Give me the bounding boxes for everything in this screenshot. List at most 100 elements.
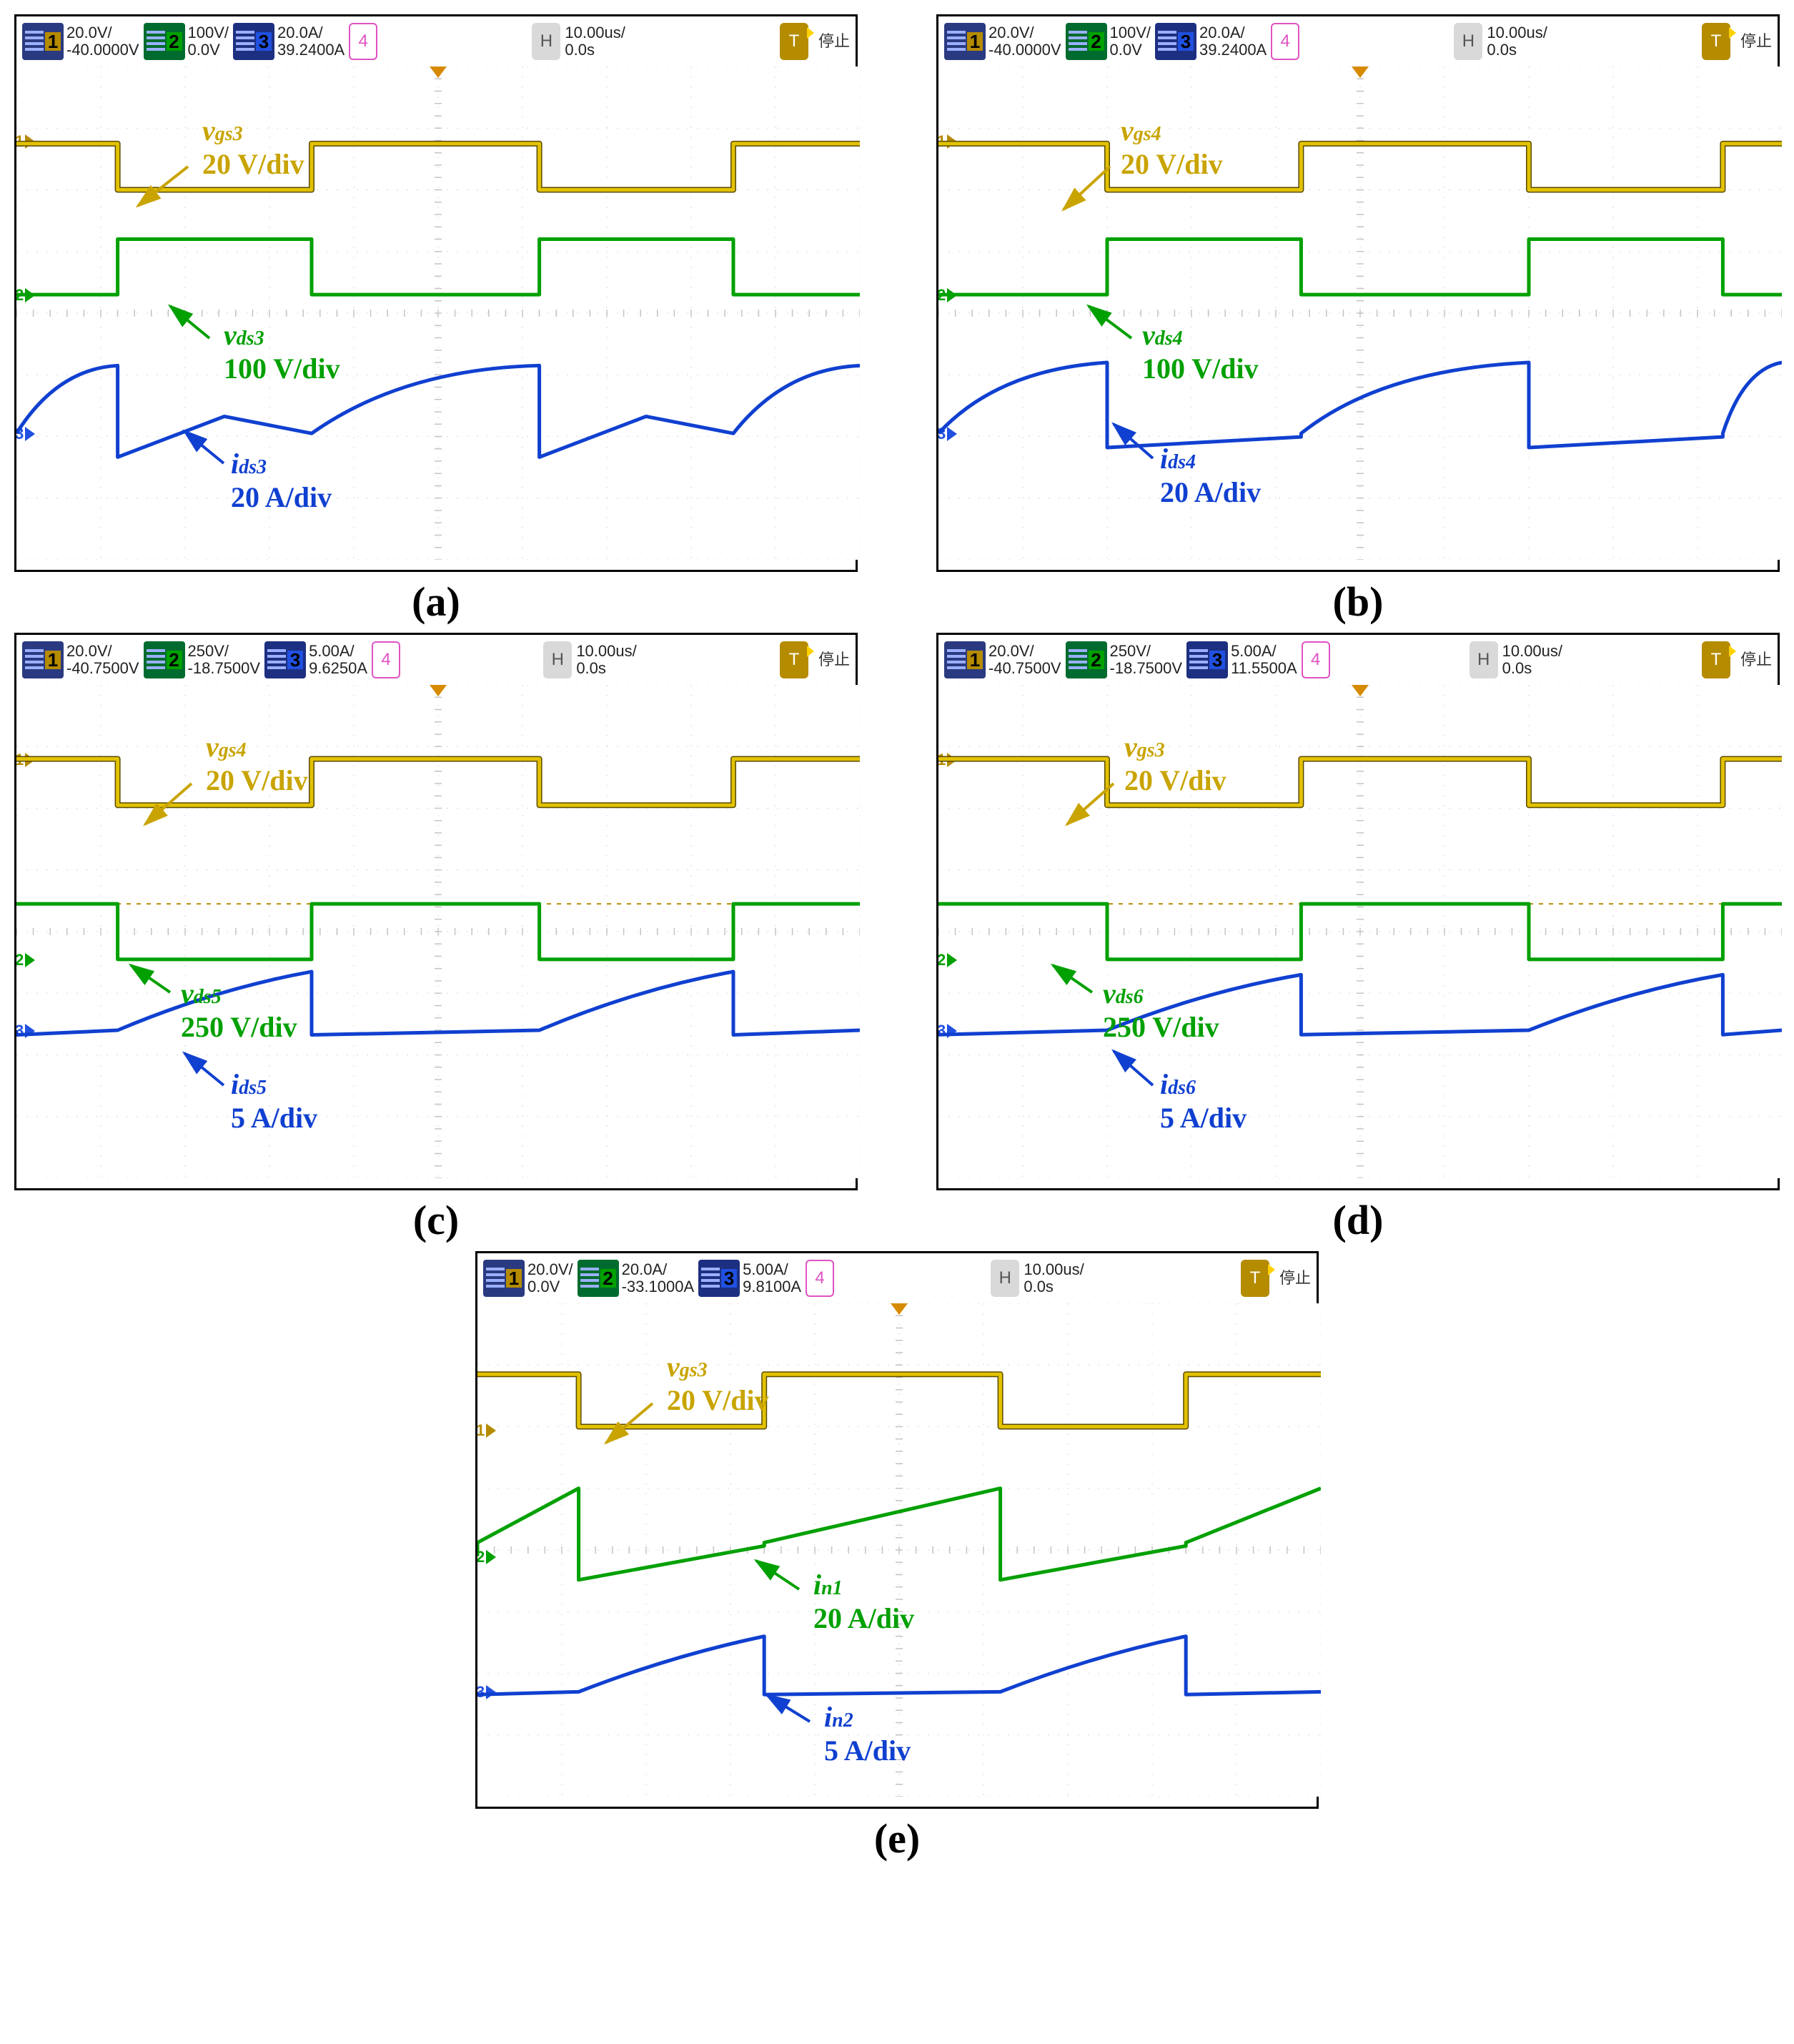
- ch2-vals: 100V/0.0V: [188, 24, 229, 59]
- ch2-box: 2: [1066, 641, 1107, 678]
- timebase-vals: 10.00us/0.0s: [1024, 1261, 1084, 1295]
- run-state: 停止: [818, 652, 850, 668]
- timebase-icon: H: [532, 23, 560, 60]
- run-state: 停止: [1740, 652, 1772, 668]
- ch1-top: 20.0V/: [988, 24, 1061, 41]
- ch2-top: 250V/: [188, 643, 261, 660]
- ch4-box: 4: [1271, 23, 1299, 60]
- ch1-bot: -40.0000V: [988, 41, 1061, 59]
- ch2-box: 2: [1066, 23, 1107, 60]
- ch3-bot: 39.2400A: [277, 41, 345, 59]
- ch2-bot: 0.0V: [188, 41, 229, 59]
- scope-plot: 123vgs320 V/div vds6250 V/div ids65 A/di…: [938, 685, 1782, 1178]
- panel-e: 120.0V/0.0V 220.0A/-33.1000A35.00A/9.8100…: [475, 1251, 1319, 1862]
- timebase-vals: 10.00us/0.0s: [1487, 24, 1547, 59]
- caption-b: (b): [1333, 578, 1384, 626]
- ch3-box: 3: [698, 1260, 740, 1297]
- caption-d: (d): [1333, 1196, 1384, 1244]
- ch3-box: 3: [1186, 641, 1228, 678]
- ch3-vals: 5.00A/11.5500A: [1231, 643, 1297, 677]
- scope-infobar: 120.0V/-40.0000V2100V/0.0V320.0A/39.2400…: [938, 16, 1778, 66]
- ch4-box: 4: [1302, 641, 1330, 678]
- ch2-bot: -18.7500V: [1110, 660, 1183, 677]
- trigger-icon: T: [780, 23, 808, 60]
- ch2-vals: 250V/-18.7500V: [188, 643, 261, 677]
- timebase-icon: H: [1454, 23, 1482, 60]
- ch1-vals: 20.0V/-40.7500V: [988, 643, 1061, 677]
- ch1-box: 1: [944, 641, 986, 678]
- ch1-bot: -40.7500V: [66, 660, 139, 677]
- ch1-vals: 20.0V/-40.0000V: [66, 24, 139, 59]
- ch2-top: 100V/: [188, 24, 229, 41]
- ch1-box: 1: [944, 23, 986, 60]
- caption-c: (c): [413, 1196, 459, 1244]
- timebase-vals: 10.00us/0.0s: [565, 24, 625, 59]
- ch2-vals: 250V/-18.7500V: [1110, 643, 1183, 677]
- ch1-box: 1: [483, 1260, 525, 1297]
- ch3-vals: 20.0A/39.2400A: [277, 24, 345, 59]
- timebase-vals: 10.00us/0.0s: [1502, 643, 1562, 677]
- trigger-icon: T: [1702, 641, 1730, 678]
- ch2-bot: -18.7500V: [188, 660, 261, 677]
- ch2-box: 2: [578, 1260, 619, 1297]
- panel-a: 120.0V/-40.0000V2100V/0.0V320.0A/39.2400…: [14, 14, 858, 626]
- scope-b: 120.0V/-40.0000V2100V/0.0V320.0A/39.2400…: [936, 14, 1780, 572]
- run-state: 停止: [1279, 1270, 1311, 1286]
- scope-infobar: 120.0V/-40.0000V2100V/0.0V320.0A/39.2400…: [16, 16, 856, 66]
- scope-infobar: 120.0V/0.0V 220.0A/-33.1000A35.00A/9.8100…: [477, 1253, 1317, 1303]
- scope-plot: 123vgs320 V/div in120 A/div in25 A/div: [477, 1303, 1321, 1797]
- ch2-bot: 0.0V: [1110, 41, 1151, 59]
- panel-b: 120.0V/-40.0000V2100V/0.0V320.0A/39.2400…: [936, 14, 1780, 626]
- ch3-top: 5.00A/: [309, 643, 367, 660]
- ch1-top: 20.0V/: [527, 1261, 573, 1278]
- ch2-box: 2: [144, 23, 185, 60]
- scope-infobar: 120.0V/-40.7500V2250V/-18.7500V35.00A/9.…: [16, 635, 856, 685]
- ch2-vals: 20.0A/-33.1000A: [622, 1261, 695, 1295]
- ch1-box: 1: [22, 23, 64, 60]
- ch4-box: 4: [372, 641, 400, 678]
- ch1-vals: 20.0V/-40.0000V: [988, 24, 1061, 59]
- scope-plot: 123vgs420 V/div vds5250 V/div ids55 A/di…: [16, 685, 860, 1178]
- timebase-icon: H: [1470, 641, 1498, 678]
- timebase-icon: H: [991, 1260, 1019, 1297]
- ch3-top: 20.0A/: [277, 24, 345, 41]
- ch3-box: 3: [264, 641, 306, 678]
- ch3-bot: 11.5500A: [1231, 660, 1297, 677]
- trigger-icon: T: [1702, 23, 1730, 60]
- ch3-bot: 39.2400A: [1199, 41, 1267, 59]
- ch1-vals: 20.0V/-40.7500V: [66, 643, 139, 677]
- scope-d: 120.0V/-40.7500V2250V/-18.7500V35.00A/11…: [936, 633, 1780, 1190]
- ch3-vals: 20.0A/39.2400A: [1199, 24, 1267, 59]
- scope-plot: 123vgs320 V/div vds3100 V/div ids320 A/d…: [16, 66, 860, 560]
- ch1-top: 20.0V/: [66, 24, 139, 41]
- ch1-top: 20.0V/: [988, 643, 1061, 660]
- ch2-vals: 100V/0.0V: [1110, 24, 1151, 59]
- ch3-top: 5.00A/: [1231, 643, 1297, 660]
- ch1-bot: -40.0000V: [66, 41, 139, 59]
- ch3-box: 3: [233, 23, 274, 60]
- trigger-icon: T: [780, 641, 808, 678]
- run-state: 停止: [1740, 34, 1772, 49]
- ch3-top: 5.00A/: [743, 1261, 801, 1278]
- ch3-vals: 5.00A/9.6250A: [309, 643, 367, 677]
- run-state: 停止: [818, 34, 850, 49]
- ch2-bot: -33.1000A: [622, 1278, 695, 1295]
- timebase-vals: 10.00us/0.0s: [576, 643, 636, 677]
- scope-c: 120.0V/-40.7500V2250V/-18.7500V35.00A/9.…: [14, 633, 858, 1190]
- trigger-icon: T: [1241, 1260, 1269, 1297]
- caption-a: (a): [412, 578, 460, 626]
- ch2-top: 20.0A/: [622, 1261, 695, 1278]
- ch3-bot: 9.6250A: [309, 660, 367, 677]
- panel-d: 120.0V/-40.7500V2250V/-18.7500V35.00A/11…: [936, 633, 1780, 1244]
- ch3-vals: 5.00A/9.8100A: [743, 1261, 801, 1295]
- ch2-top: 250V/: [1110, 643, 1183, 660]
- caption-e: (e): [874, 1815, 920, 1862]
- ch1-box: 1: [22, 641, 64, 678]
- ch1-bot: -40.7500V: [988, 660, 1061, 677]
- ch3-top: 20.0A/: [1199, 24, 1267, 41]
- ch2-top: 100V/: [1110, 24, 1151, 41]
- scope-infobar: 120.0V/-40.7500V2250V/-18.7500V35.00A/11…: [938, 635, 1778, 685]
- scope-a: 120.0V/-40.0000V2100V/0.0V320.0A/39.2400…: [14, 14, 858, 572]
- ch2-box: 2: [144, 641, 185, 678]
- ch1-bot: 0.0V: [527, 1278, 573, 1295]
